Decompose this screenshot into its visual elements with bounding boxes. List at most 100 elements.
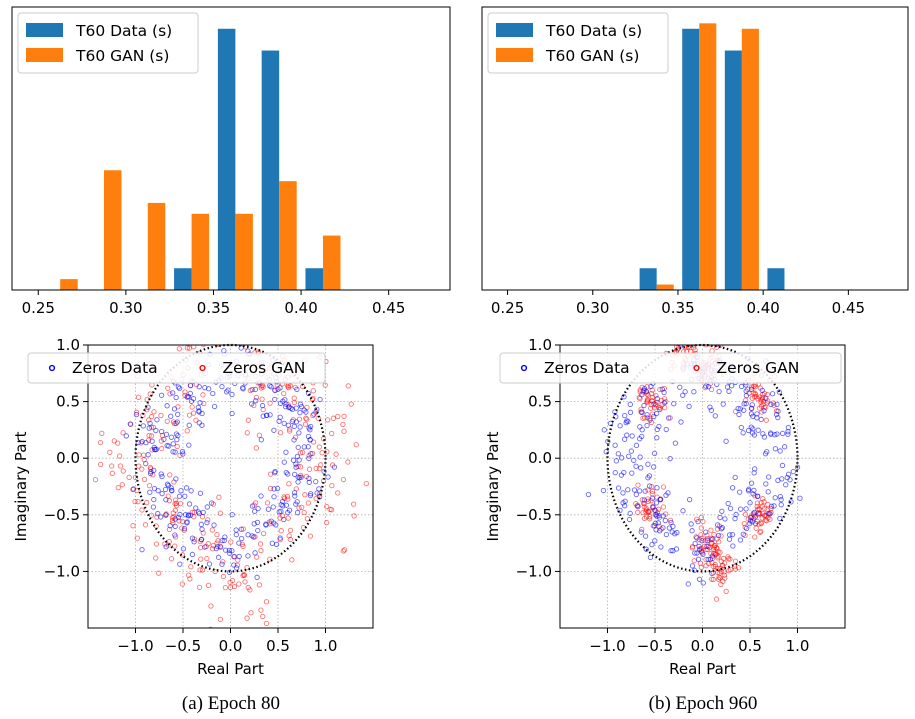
data-zero-point bbox=[164, 481, 171, 487]
data-zero-point bbox=[613, 458, 620, 464]
unit-circle bbox=[134, 343, 327, 573]
data-zero-point bbox=[709, 570, 715, 577]
y-axis-label: Imaginary Part bbox=[12, 431, 30, 541]
gan-zero-point bbox=[148, 512, 154, 518]
data-zero-point bbox=[317, 396, 323, 403]
data-zero-point bbox=[699, 538, 705, 544]
data-zero-point bbox=[153, 427, 159, 434]
data-zero-point bbox=[240, 386, 246, 392]
gan-zero-point bbox=[199, 567, 206, 573]
data-zero-point bbox=[277, 414, 283, 420]
data-zero-point bbox=[768, 431, 774, 437]
gan-zero-point bbox=[715, 553, 721, 559]
data-zero-point bbox=[626, 453, 632, 459]
data-zero-point bbox=[665, 490, 671, 496]
gan-zero-point bbox=[713, 596, 720, 602]
data-zero-point bbox=[325, 474, 331, 480]
data-zero-point bbox=[173, 476, 179, 482]
data-zero-point bbox=[213, 334, 217, 338]
gan-zero-point bbox=[712, 542, 718, 549]
data-zero-point bbox=[259, 402, 266, 409]
gan-zero-point bbox=[109, 463, 115, 469]
data-zero-point bbox=[649, 542, 655, 548]
gan-zero-point bbox=[209, 336, 213, 340]
gan-zero-point bbox=[267, 556, 273, 562]
gan-zero-point bbox=[305, 500, 312, 506]
gan-zero-point bbox=[142, 522, 149, 528]
data-zero-point bbox=[797, 495, 803, 501]
gan-zero-point bbox=[315, 415, 321, 421]
gan-zero-point bbox=[685, 345, 692, 350]
data-zero-point bbox=[698, 549, 705, 555]
gan-zero-point bbox=[663, 399, 669, 405]
legend-entry: Zeros Data bbox=[544, 359, 630, 377]
data-zero-point bbox=[181, 525, 188, 532]
data-zero-point bbox=[272, 387, 278, 394]
gan-zero-point bbox=[184, 345, 190, 351]
gan-zero-point bbox=[184, 428, 190, 434]
gan-zero-point bbox=[701, 543, 708, 550]
gan-zero-point bbox=[245, 417, 251, 423]
data-zero-point bbox=[219, 561, 225, 567]
gan-zero-point bbox=[292, 434, 299, 440]
data-zero-point bbox=[631, 457, 637, 464]
gan-zero-point bbox=[319, 450, 325, 456]
data-zero-point bbox=[785, 429, 791, 435]
data-zero-point bbox=[585, 491, 592, 498]
gan-zero-point bbox=[232, 316, 236, 320]
gan-zero-point bbox=[182, 316, 186, 320]
gan-zero-point bbox=[204, 556, 210, 562]
data-zero-point bbox=[252, 386, 259, 393]
gan-zero-point bbox=[291, 395, 297, 401]
y-tick-label: 0.0 bbox=[56, 449, 80, 467]
gan-zero-point bbox=[279, 313, 283, 317]
gan-zero-point bbox=[139, 507, 145, 513]
data-zero-point bbox=[143, 439, 149, 446]
data-zero-point bbox=[272, 396, 278, 403]
data-zero-point bbox=[285, 471, 291, 477]
data-zero-point bbox=[294, 386, 300, 393]
gan-zero-point bbox=[721, 572, 728, 578]
data-zero-point bbox=[187, 390, 193, 397]
data-zero-point bbox=[775, 477, 781, 483]
gan-zero-point bbox=[353, 442, 359, 448]
gan-zero-point bbox=[660, 484, 667, 490]
data-zero-point bbox=[764, 449, 770, 455]
gan-zero-point bbox=[208, 626, 213, 628]
data-zero-point bbox=[754, 411, 760, 417]
gan-zero-point bbox=[173, 497, 179, 503]
gan-zero-point bbox=[217, 327, 221, 331]
caption-b: (b) Epoch 960 bbox=[649, 693, 758, 714]
gan-zero-point bbox=[286, 428, 293, 434]
data-zero-point bbox=[291, 423, 297, 430]
y-tick-label: 1.0 bbox=[528, 336, 552, 354]
gan-zero-point bbox=[141, 452, 147, 458]
gan-zero-point bbox=[267, 485, 274, 492]
data-zero-point bbox=[748, 405, 755, 411]
gan-zero-point bbox=[324, 449, 330, 455]
data-zero-point bbox=[648, 383, 654, 390]
data-zero-point bbox=[631, 487, 638, 493]
data-zero-point bbox=[268, 518, 274, 524]
data-zero-point bbox=[691, 389, 697, 395]
gan-zero-point bbox=[98, 461, 104, 468]
data-zero-point bbox=[166, 443, 172, 449]
data-zero-point bbox=[650, 504, 656, 510]
data-zero-point bbox=[751, 487, 757, 494]
data-zero-point bbox=[733, 511, 739, 518]
gan-zero-point bbox=[660, 504, 667, 510]
data-zero-point bbox=[774, 431, 780, 437]
gan-zero-point bbox=[256, 582, 263, 588]
gan-zero-point bbox=[316, 491, 323, 497]
data-zero-point bbox=[255, 527, 261, 534]
gan-zero-point bbox=[716, 574, 722, 580]
data-zero-point bbox=[231, 562, 237, 568]
gan-zero-point bbox=[144, 499, 150, 506]
data-zero-point bbox=[278, 502, 284, 508]
data-zero-point bbox=[271, 427, 277, 433]
gan-zero-point bbox=[333, 451, 339, 457]
legend-box bbox=[27, 352, 326, 384]
data-zero-point bbox=[754, 493, 761, 500]
gan-zero-point bbox=[214, 531, 220, 538]
gan-zero-point bbox=[718, 533, 724, 539]
